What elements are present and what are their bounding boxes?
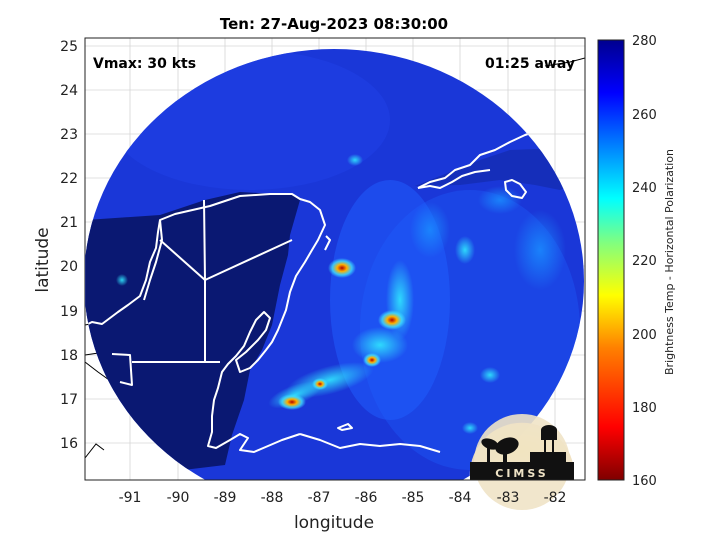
x-tick-label: -89 xyxy=(214,490,237,506)
colorbar-tick: 200 xyxy=(632,328,657,343)
x-tick-label: -85 xyxy=(402,490,425,506)
colorbar-tick: 180 xyxy=(632,401,657,416)
y-axis-label: latitude xyxy=(33,227,53,292)
brightness-temperature-swath xyxy=(85,49,584,480)
x-axis-label: longitude xyxy=(294,513,374,533)
x-tick-label: -91 xyxy=(119,490,142,506)
colorbar-tick: 220 xyxy=(632,254,657,269)
x-tick-label: -86 xyxy=(355,490,378,506)
logo-text: CIMSS xyxy=(495,467,548,480)
x-tick-labels: -91 -90 -89 -88 -87 -86 -85 -84 -83 -82 xyxy=(119,490,567,506)
x-tick-label: -90 xyxy=(167,490,190,506)
x-tick-label: -83 xyxy=(497,490,520,506)
y-tick-label: 19 xyxy=(60,304,78,320)
y-tick-label: 16 xyxy=(60,436,78,452)
y-tick-label: 17 xyxy=(60,392,78,408)
colorbar-label: Brightness Temp - Horizontal Polarizatio… xyxy=(663,149,676,375)
x-tick-label: -82 xyxy=(544,490,567,506)
x-tick-label: -84 xyxy=(449,490,472,506)
colorbar-tick: 280 xyxy=(632,34,657,49)
plot-title: Ten: 27-Aug-2023 08:30:00 xyxy=(220,15,448,33)
colorbar-gradient xyxy=(597,39,625,481)
y-tick-label: 21 xyxy=(60,215,78,231)
y-tick-labels: 25 24 23 22 21 20 19 18 17 16 xyxy=(60,39,78,452)
axes-frame xyxy=(84,37,586,481)
colorbar-tick: 160 xyxy=(632,474,657,489)
time-away-label: 01:25 away xyxy=(485,56,575,72)
x-tick-label: -88 xyxy=(261,490,284,506)
x-tick-label: -87 xyxy=(308,490,331,506)
colorbar: 280 260 240 220 200 180 160 Brightness T… xyxy=(597,34,676,489)
y-tick-label: 22 xyxy=(60,171,78,187)
y-tick-label: 20 xyxy=(60,259,78,275)
y-tick-label: 24 xyxy=(60,83,78,99)
y-tick-label: 23 xyxy=(60,127,78,143)
colorbar-tick: 240 xyxy=(632,181,657,196)
vmax-label: Vmax: 30 kts xyxy=(93,56,196,72)
y-tick-label: 18 xyxy=(60,348,78,364)
cimss-logo: CIMSS xyxy=(469,414,574,510)
colorbar-tick: 260 xyxy=(632,108,657,123)
y-tick-label: 25 xyxy=(60,39,78,55)
